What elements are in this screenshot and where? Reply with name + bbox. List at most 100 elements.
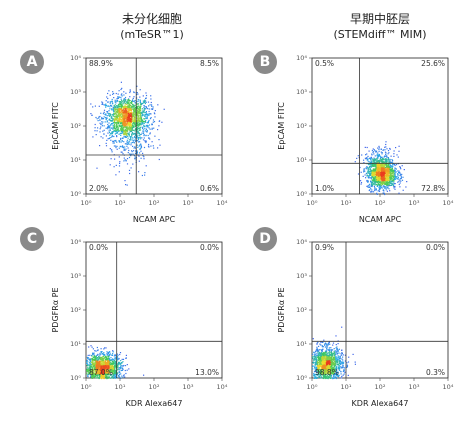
- data-point: [391, 174, 393, 176]
- data-point: [102, 377, 104, 379]
- data-point: [370, 181, 372, 183]
- data-point: [132, 114, 134, 116]
- data-point: [146, 106, 148, 108]
- data-point: [148, 127, 150, 129]
- data-point: [365, 172, 367, 175]
- data-point: [143, 125, 145, 127]
- data-point: [391, 177, 393, 179]
- data-point: [132, 115, 135, 117]
- data-point: [107, 132, 109, 134]
- data-point: [145, 119, 147, 122]
- data-point: [89, 358, 91, 360]
- data-point: [396, 154, 398, 156]
- data-point: [108, 369, 110, 371]
- data-point: [121, 367, 124, 370]
- y-tick-label: 10¹: [70, 156, 81, 164]
- data-point: [144, 101, 146, 103]
- data-point: [382, 178, 384, 180]
- data-point: [118, 165, 121, 167]
- data-point: [108, 126, 111, 128]
- data-point: [122, 108, 125, 110]
- data-point: [118, 147, 120, 149]
- data-point: [129, 114, 131, 116]
- data-point: [136, 107, 138, 109]
- data-point: [326, 344, 328, 346]
- data-point: [341, 361, 343, 363]
- data-point: [391, 170, 393, 172]
- data-point: [110, 115, 112, 117]
- data-point: [372, 160, 374, 162]
- data-point: [133, 112, 135, 114]
- data-point: [120, 129, 122, 131]
- data-point: [100, 365, 102, 367]
- data-point: [123, 133, 125, 135]
- data-point: [102, 130, 104, 132]
- data-point: [97, 358, 100, 360]
- data-point: [108, 367, 110, 370]
- data-point: [375, 174, 377, 176]
- data-point: [146, 117, 148, 120]
- data-point: [115, 127, 117, 129]
- data-point: [110, 370, 112, 373]
- data-point: [127, 119, 130, 121]
- data-point: [382, 185, 384, 187]
- column-title-text: 早期中胚层: [349, 12, 410, 26]
- data-point: [144, 100, 146, 102]
- data-point: [122, 361, 124, 363]
- data-point: [134, 133, 136, 135]
- data-point: [385, 175, 387, 177]
- data-point: [128, 139, 130, 141]
- data-point: [377, 183, 379, 185]
- data-point: [379, 168, 382, 170]
- data-point: [109, 125, 111, 127]
- data-point: [107, 138, 109, 140]
- data-point: [147, 126, 149, 128]
- data-point: [120, 130, 122, 132]
- data-point: [371, 149, 373, 152]
- data-point: [387, 180, 389, 182]
- data-point: [119, 376, 121, 378]
- data-point: [118, 364, 120, 366]
- data-point: [96, 358, 98, 361]
- data-point: [112, 140, 114, 142]
- data-point: [386, 165, 388, 167]
- data-point: [369, 174, 371, 176]
- data-point: [359, 166, 361, 169]
- data-point: [100, 368, 103, 370]
- data-point: [381, 161, 383, 163]
- data-point: [390, 178, 392, 180]
- data-point: [126, 104, 128, 106]
- data-point: [131, 108, 133, 110]
- data-point: [129, 123, 132, 125]
- data-point: [100, 357, 102, 359]
- data-point: [110, 139, 112, 141]
- data-point: [121, 375, 123, 377]
- data-point: [333, 375, 335, 377]
- data-point: [113, 130, 115, 132]
- data-point: [136, 110, 138, 112]
- data-point: [113, 108, 115, 110]
- data-point: [383, 177, 385, 179]
- data-point: [120, 125, 122, 127]
- data-point: [124, 118, 126, 121]
- data-point: [136, 144, 138, 146]
- data-point: [113, 368, 115, 370]
- data-point: [125, 148, 127, 150]
- data-point: [394, 164, 396, 167]
- data-point: [120, 369, 122, 372]
- data-point: [120, 360, 122, 362]
- data-point: [126, 123, 128, 125]
- data-point: [91, 346, 93, 348]
- data-point: [374, 150, 376, 152]
- data-point: [123, 374, 125, 376]
- data-point: [121, 100, 123, 102]
- data-point: [103, 359, 105, 361]
- data-point: [381, 176, 383, 178]
- data-point: [136, 115, 138, 117]
- data-point: [382, 192, 384, 194]
- data-point: [122, 117, 124, 119]
- data-point: [114, 374, 116, 376]
- data-point: [111, 135, 113, 137]
- data-point: [328, 348, 330, 351]
- data-point: [111, 123, 113, 125]
